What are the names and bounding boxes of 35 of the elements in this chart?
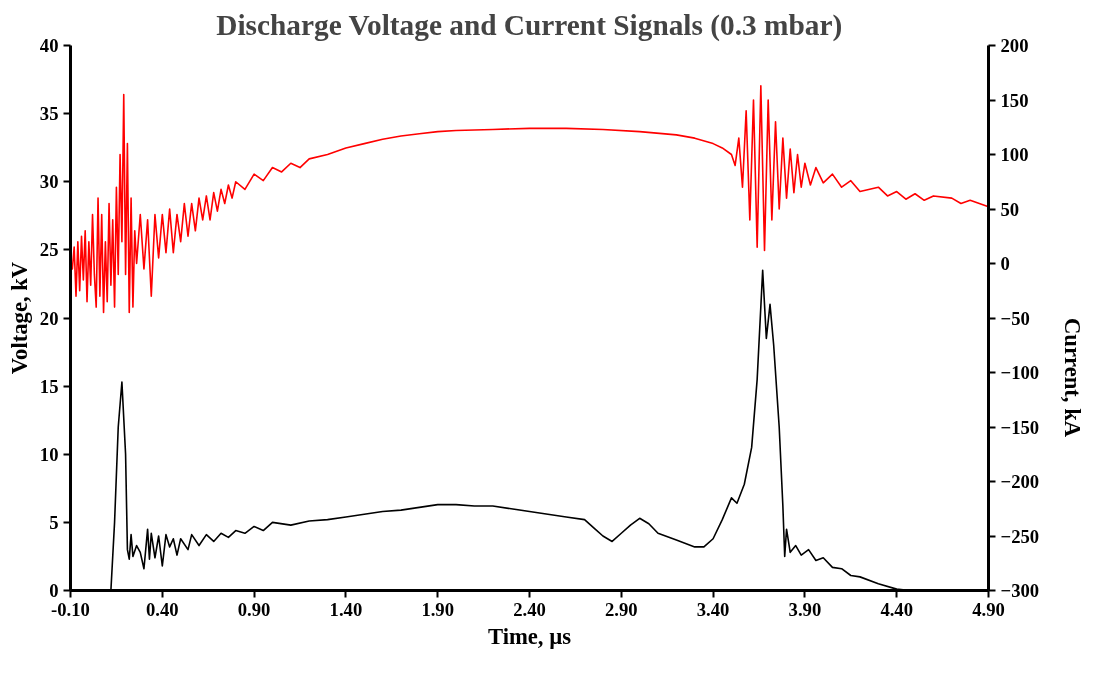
y2-tick-label: 150 xyxy=(1000,89,1029,111)
y2-tick-label: −250 xyxy=(1000,525,1040,547)
x-tick-label: 2.90 xyxy=(604,598,638,620)
x-tick-label: 3.90 xyxy=(788,598,822,620)
y2-tick-label: −200 xyxy=(1000,471,1040,492)
y-tick-label: 10 xyxy=(39,443,59,465)
y2-tick-label: −300 xyxy=(1000,580,1040,601)
x-tick-label: 0.40 xyxy=(145,598,179,620)
y2-tick-label: 50 xyxy=(1000,198,1020,220)
y2-axis-title: Current, kA xyxy=(1059,318,1085,438)
y-tick-label: 20 xyxy=(39,307,59,329)
y2-tick-label: −100 xyxy=(1000,362,1040,383)
y-tick-label: 0 xyxy=(49,580,59,601)
y2-tick-label: 200 xyxy=(1000,35,1029,56)
y-tick-label: 5 xyxy=(49,511,59,533)
x-tick-label: 3.40 xyxy=(696,598,730,620)
x-axis-title: Time, µs xyxy=(487,623,572,649)
x-tick-label: 1.40 xyxy=(329,598,363,620)
y-tick-label: 35 xyxy=(39,103,59,125)
y2-tick-label: 100 xyxy=(1000,144,1029,165)
y2-tick-label: −50 xyxy=(1000,307,1030,329)
y-axis-title: Voltage, kV xyxy=(6,261,32,375)
y-tick-label: 15 xyxy=(39,375,59,397)
y2-tick-label: 0 xyxy=(1000,253,1010,274)
y-tick-label: 30 xyxy=(39,171,59,193)
x-tick-label: -0.10 xyxy=(51,598,90,620)
y-tick-label: 25 xyxy=(39,239,59,261)
x-tick-label: 4.40 xyxy=(880,598,914,620)
chart-title: Discharge Voltage and Current Signals (0.3 mbar) xyxy=(216,8,843,42)
y-tick-label: 40 xyxy=(39,35,59,56)
x-tick-label: 4.90 xyxy=(972,598,1005,620)
x-tick-label: 0.90 xyxy=(237,598,271,620)
x-tick-label: 2.40 xyxy=(513,598,546,620)
y2-tick-label: −150 xyxy=(1000,416,1040,438)
x-tick-label: 1.90 xyxy=(421,598,455,620)
